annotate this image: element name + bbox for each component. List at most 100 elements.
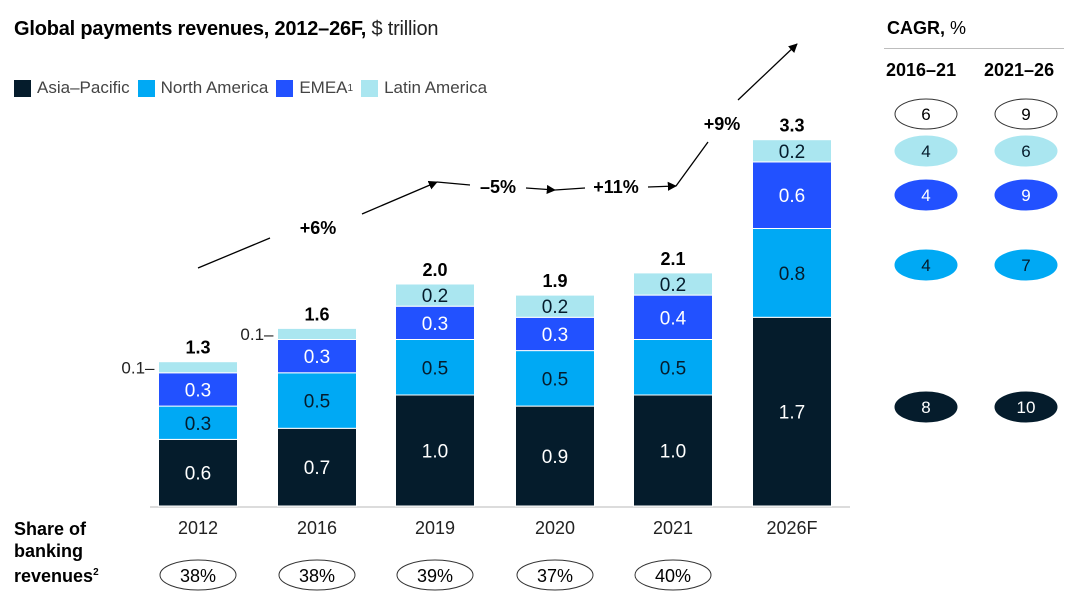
- segment-label: 0.9: [542, 447, 568, 468]
- bar-segment-asia-pacific: [752, 316, 832, 507]
- bar-total-label: 1.9: [542, 271, 567, 291]
- share-label-line: revenues: [14, 566, 94, 586]
- bar-segment-latin-america: [515, 294, 595, 318]
- bar-segment-north-america: [515, 350, 595, 407]
- share-pill: [159, 559, 237, 591]
- legend-label: Asia–Pacific: [37, 78, 130, 97]
- cagr-pill-latin-america: [894, 135, 958, 167]
- footnote-marker: 1: [347, 82, 354, 94]
- segment-label: 0.3: [185, 414, 211, 435]
- growth-arrow: [197, 237, 271, 269]
- legend-swatch: [361, 79, 379, 97]
- cagr-divider: [884, 48, 1064, 49]
- x-tick-label: 2012: [178, 518, 218, 538]
- bar-total-label: 1.3: [185, 338, 210, 358]
- cagr-value: 7: [1021, 256, 1030, 275]
- growth-arrow: [554, 187, 586, 191]
- bar-segment-emea: [158, 372, 238, 407]
- bar-total-label: 3.3: [779, 116, 804, 136]
- bar-segment-emea: [395, 305, 475, 341]
- segment-label: 0.7: [304, 458, 330, 479]
- segment-label: 0.2: [422, 286, 448, 307]
- segment-label: 1.0: [660, 442, 686, 463]
- cagr-title-main: CAGR,: [887, 18, 945, 38]
- bar-segment-latin-america: [277, 327, 357, 340]
- bar-segment-north-america: [633, 339, 713, 396]
- legend: Asia–Pacific North America EMEA 1 Latin A…: [14, 78, 495, 98]
- growth-arrow: [675, 141, 709, 187]
- cagr-pill-total: [894, 98, 958, 130]
- share-pill: [278, 559, 356, 591]
- legend-swatch: [276, 79, 294, 97]
- share-value: 38%: [299, 566, 335, 586]
- bar-segment-emea: [277, 339, 357, 374]
- growth-label: +9%: [704, 114, 741, 134]
- bar-segment-north-america: [395, 339, 475, 396]
- cagr-value: 10: [1017, 398, 1036, 417]
- cagr-value: 6: [1021, 142, 1030, 161]
- legend-label: Latin America: [384, 78, 488, 97]
- chart-title-unit: $ trillion: [371, 18, 439, 40]
- growth-arrow: [361, 181, 438, 215]
- cagr-value: 9: [1021, 186, 1030, 205]
- bar-segment-latin-america: [395, 283, 475, 307]
- segment-label: 0.2: [660, 275, 686, 296]
- segment-label: 0.2: [779, 142, 805, 163]
- cagr-period-header: 2016–21: [886, 60, 957, 80]
- share-pill: [634, 559, 712, 591]
- segment-label: 0.5: [660, 358, 686, 379]
- segment-label-outside: 0.1–: [240, 325, 274, 344]
- cagr-pill-asia-pacific: [994, 391, 1058, 423]
- segment-label: 0.6: [779, 186, 805, 207]
- growth-label: +6%: [300, 218, 337, 238]
- bar-segment-north-america: [277, 372, 357, 429]
- cagr-pill-emea: [994, 179, 1058, 211]
- segment-label: 0.8: [779, 264, 805, 285]
- segment-label: 0.4: [660, 308, 687, 329]
- segment-label: 0.5: [422, 358, 448, 379]
- bar-segment-asia-pacific: [515, 405, 595, 507]
- bar-total-label: 2.0: [422, 260, 447, 280]
- segment-label: 0.5: [542, 369, 568, 390]
- cagr-value: 4: [921, 186, 930, 205]
- cagr-pill-north-america: [994, 249, 1058, 281]
- segment-label: 0.3: [304, 347, 330, 368]
- cagr-value: 4: [921, 142, 930, 161]
- growth-arrow: [737, 43, 798, 101]
- legend-item-latin-america: Latin America: [361, 78, 487, 98]
- legend-item-north-america: North America: [137, 78, 268, 98]
- cagr-title-unit: %: [950, 18, 967, 38]
- x-tick-label: 2020: [535, 518, 575, 538]
- segment-label-outside: 0.1–: [121, 358, 155, 377]
- x-tick-label: 2016: [297, 518, 337, 538]
- bar-segment-latin-america: [752, 139, 832, 163]
- legend-label: EMEA: [299, 78, 348, 97]
- legend-swatch: [14, 79, 31, 97]
- cagr-value: 4: [921, 256, 930, 275]
- growth-arrow: [647, 181, 677, 191]
- legend-item-emea: EMEA 1: [276, 78, 353, 98]
- growth-label: –5%: [480, 177, 516, 197]
- legend-item-asia-pacific: Asia–Pacific: [14, 78, 130, 98]
- cagr-value: 8: [921, 398, 930, 417]
- bar-total-label: 2.1: [660, 249, 685, 269]
- share-value: 37%: [537, 566, 573, 586]
- cagr-title: CAGR, %: [887, 18, 966, 39]
- x-tick-label: 2026F: [766, 518, 817, 538]
- bar-segment-latin-america: [633, 272, 713, 296]
- segment-label: 0.6: [185, 464, 211, 485]
- segment-label: 0.3: [422, 314, 448, 335]
- segment-label: 0.3: [185, 380, 211, 401]
- cagr-pill-north-america: [894, 249, 958, 281]
- bar-total-label: 1.6: [304, 304, 329, 324]
- footnote-marker: 2: [93, 567, 99, 578]
- share-pill: [516, 559, 594, 591]
- x-tick-label: 2019: [415, 518, 455, 538]
- bar-segment-latin-america: [158, 361, 238, 374]
- segment-label: 0.2: [542, 297, 568, 318]
- bar-segment-asia-pacific: [277, 427, 357, 507]
- cagr-period-header: 2021–26: [984, 60, 1055, 80]
- segment-label: 1.0: [422, 442, 448, 463]
- bar-segment-emea: [633, 294, 713, 341]
- growth-arrow: [525, 184, 556, 194]
